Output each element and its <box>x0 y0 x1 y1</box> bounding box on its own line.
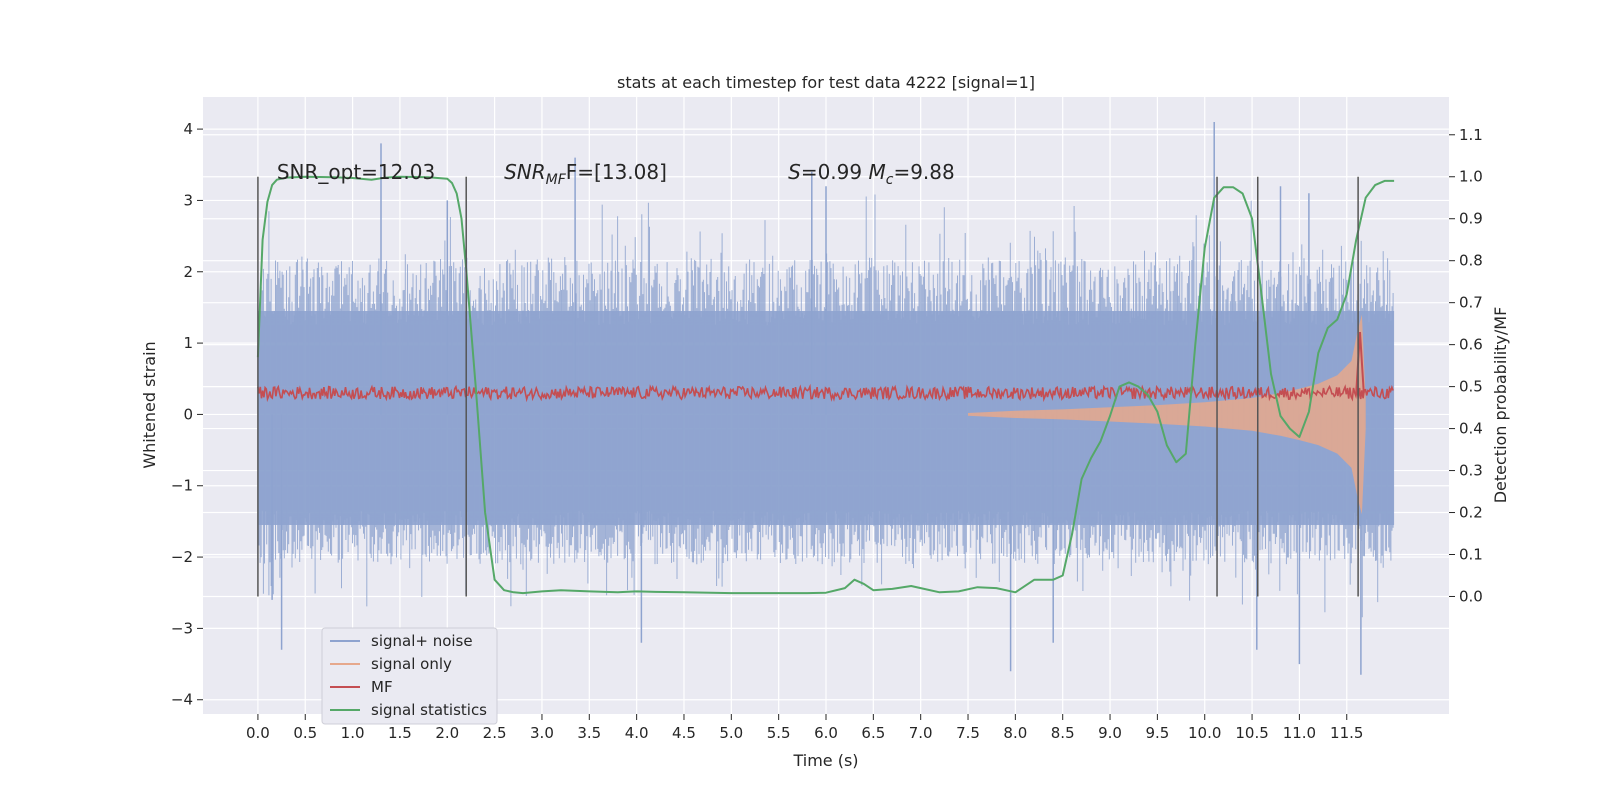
y-right-tick-label: 0.2 <box>1459 504 1483 522</box>
y-tick-label: 3 <box>183 191 193 209</box>
signal-noise-spikes <box>271 122 1362 675</box>
x-tick-label: 7.5 <box>956 724 980 742</box>
x-tick-label: 3.0 <box>530 724 554 742</box>
legend: signal+ noise signal only MF signal statist… <box>321 627 498 725</box>
y-right-tick-label: 1.0 <box>1459 168 1483 186</box>
annotation-stats: S=0.99 Mc=9.88 <box>788 160 955 188</box>
y-axis-label-right: Detection probability/MF <box>1491 307 1510 504</box>
y-right-tick-label: 0.0 <box>1459 587 1483 605</box>
y-right-tick-label: 0.8 <box>1459 252 1483 270</box>
legend-label-2: MF <box>371 678 393 696</box>
x-tick-label: 5.0 <box>719 724 743 742</box>
series-signal-statistics <box>256 175 1395 595</box>
x-tick-label: 4.5 <box>672 724 696 742</box>
x-tick-label: 1.5 <box>388 724 412 742</box>
y-right-tick-label: 0.6 <box>1459 336 1483 354</box>
annotation-snr-mf-sub: MF <box>546 172 567 188</box>
y-tick-label: −4 <box>171 691 193 709</box>
series-mf <box>257 383 1394 403</box>
y-right-tick-label: 0.5 <box>1459 378 1483 396</box>
x-tick-label: 4.0 <box>625 724 649 742</box>
vertical-markers <box>257 176 1359 597</box>
annotation-snr-mf: SNRMFF=[13.08] <box>504 160 667 188</box>
y-right-tick-label: 0.7 <box>1459 294 1483 312</box>
plot-area <box>256 122 1395 675</box>
x-tick-label: 6.0 <box>814 724 838 742</box>
y-axis-label: Whitened strain <box>140 341 159 468</box>
axes: 0.0 0.5 1.0 1.5 2.0 2.5 3.0 3.5 4.0 4.5 5.0 5.5 6.0 6… <box>171 120 1483 742</box>
annotation-s-value: =0.99 <box>801 160 869 184</box>
x-tick-label: 9.5 <box>1145 724 1169 742</box>
x-tick-label: 9.0 <box>1098 724 1122 742</box>
x-tick-label: 0.0 <box>246 724 270 742</box>
annotation-mc-value: =9.88 <box>893 160 954 184</box>
y-tick-label: 0 <box>183 405 193 423</box>
x-tick-label: 0.5 <box>293 724 317 742</box>
y-right-tick-label: 0.3 <box>1459 462 1483 480</box>
x-tick-label: 6.5 <box>861 724 885 742</box>
annotation-mc-sub: c <box>886 172 894 188</box>
x-axis-label: Time (s) <box>792 751 858 770</box>
x-tick-label: 1.0 <box>341 724 365 742</box>
x-tick-label: 5.5 <box>767 724 791 742</box>
y-tick-label: 4 <box>183 120 193 138</box>
x-tick-label: 11.0 <box>1283 724 1316 742</box>
y-tick-label: 2 <box>183 263 193 281</box>
annotation-snr-mf-main: SNR <box>504 160 546 184</box>
legend-label-3: signal statistics <box>371 701 487 719</box>
x-tick-label: 2.0 <box>435 724 459 742</box>
y-tick-label: 1 <box>183 334 193 352</box>
x-tick-label: 10.5 <box>1235 724 1268 742</box>
legend-label-0: signal+ noise <box>371 632 473 650</box>
y-right-tick-label: 0.4 <box>1459 420 1483 438</box>
chart-title: stats at each timestep for test data 422… <box>617 73 1035 92</box>
y-right-tick-label: 0.1 <box>1459 546 1483 564</box>
x-tick-label: 7.0 <box>909 724 933 742</box>
y-tick-label: −1 <box>171 477 193 495</box>
x-tick-label: 8.5 <box>1051 724 1075 742</box>
series-signal-only <box>968 314 1366 515</box>
legend-box <box>321 627 498 725</box>
y-right-tick-label: 0.9 <box>1459 210 1483 228</box>
y-tick-label: −3 <box>171 619 193 637</box>
x-tick-label: 2.5 <box>483 724 507 742</box>
x-tick-label: 8.0 <box>1003 724 1027 742</box>
annotation-mc-symbol: M <box>868 160 885 184</box>
x-tick-label: 3.5 <box>577 724 601 742</box>
x-tick-label: 10.0 <box>1188 724 1221 742</box>
annotation-snr-mf-value: F=[13.08] <box>566 160 667 184</box>
y-tick-label: −2 <box>171 548 193 566</box>
y-right-tick-label: 1.1 <box>1459 126 1483 144</box>
annotation-snr-opt: SNR_opt=12.03 <box>277 160 435 184</box>
x-tick-label: 11.5 <box>1330 724 1363 742</box>
annotations: SNR_opt=12.03 SNRMFF=[13.08] S=0.99 Mc=9.8… <box>277 160 955 188</box>
legend-label-1: signal only <box>371 655 452 673</box>
annotation-s-symbol: S <box>788 160 801 184</box>
